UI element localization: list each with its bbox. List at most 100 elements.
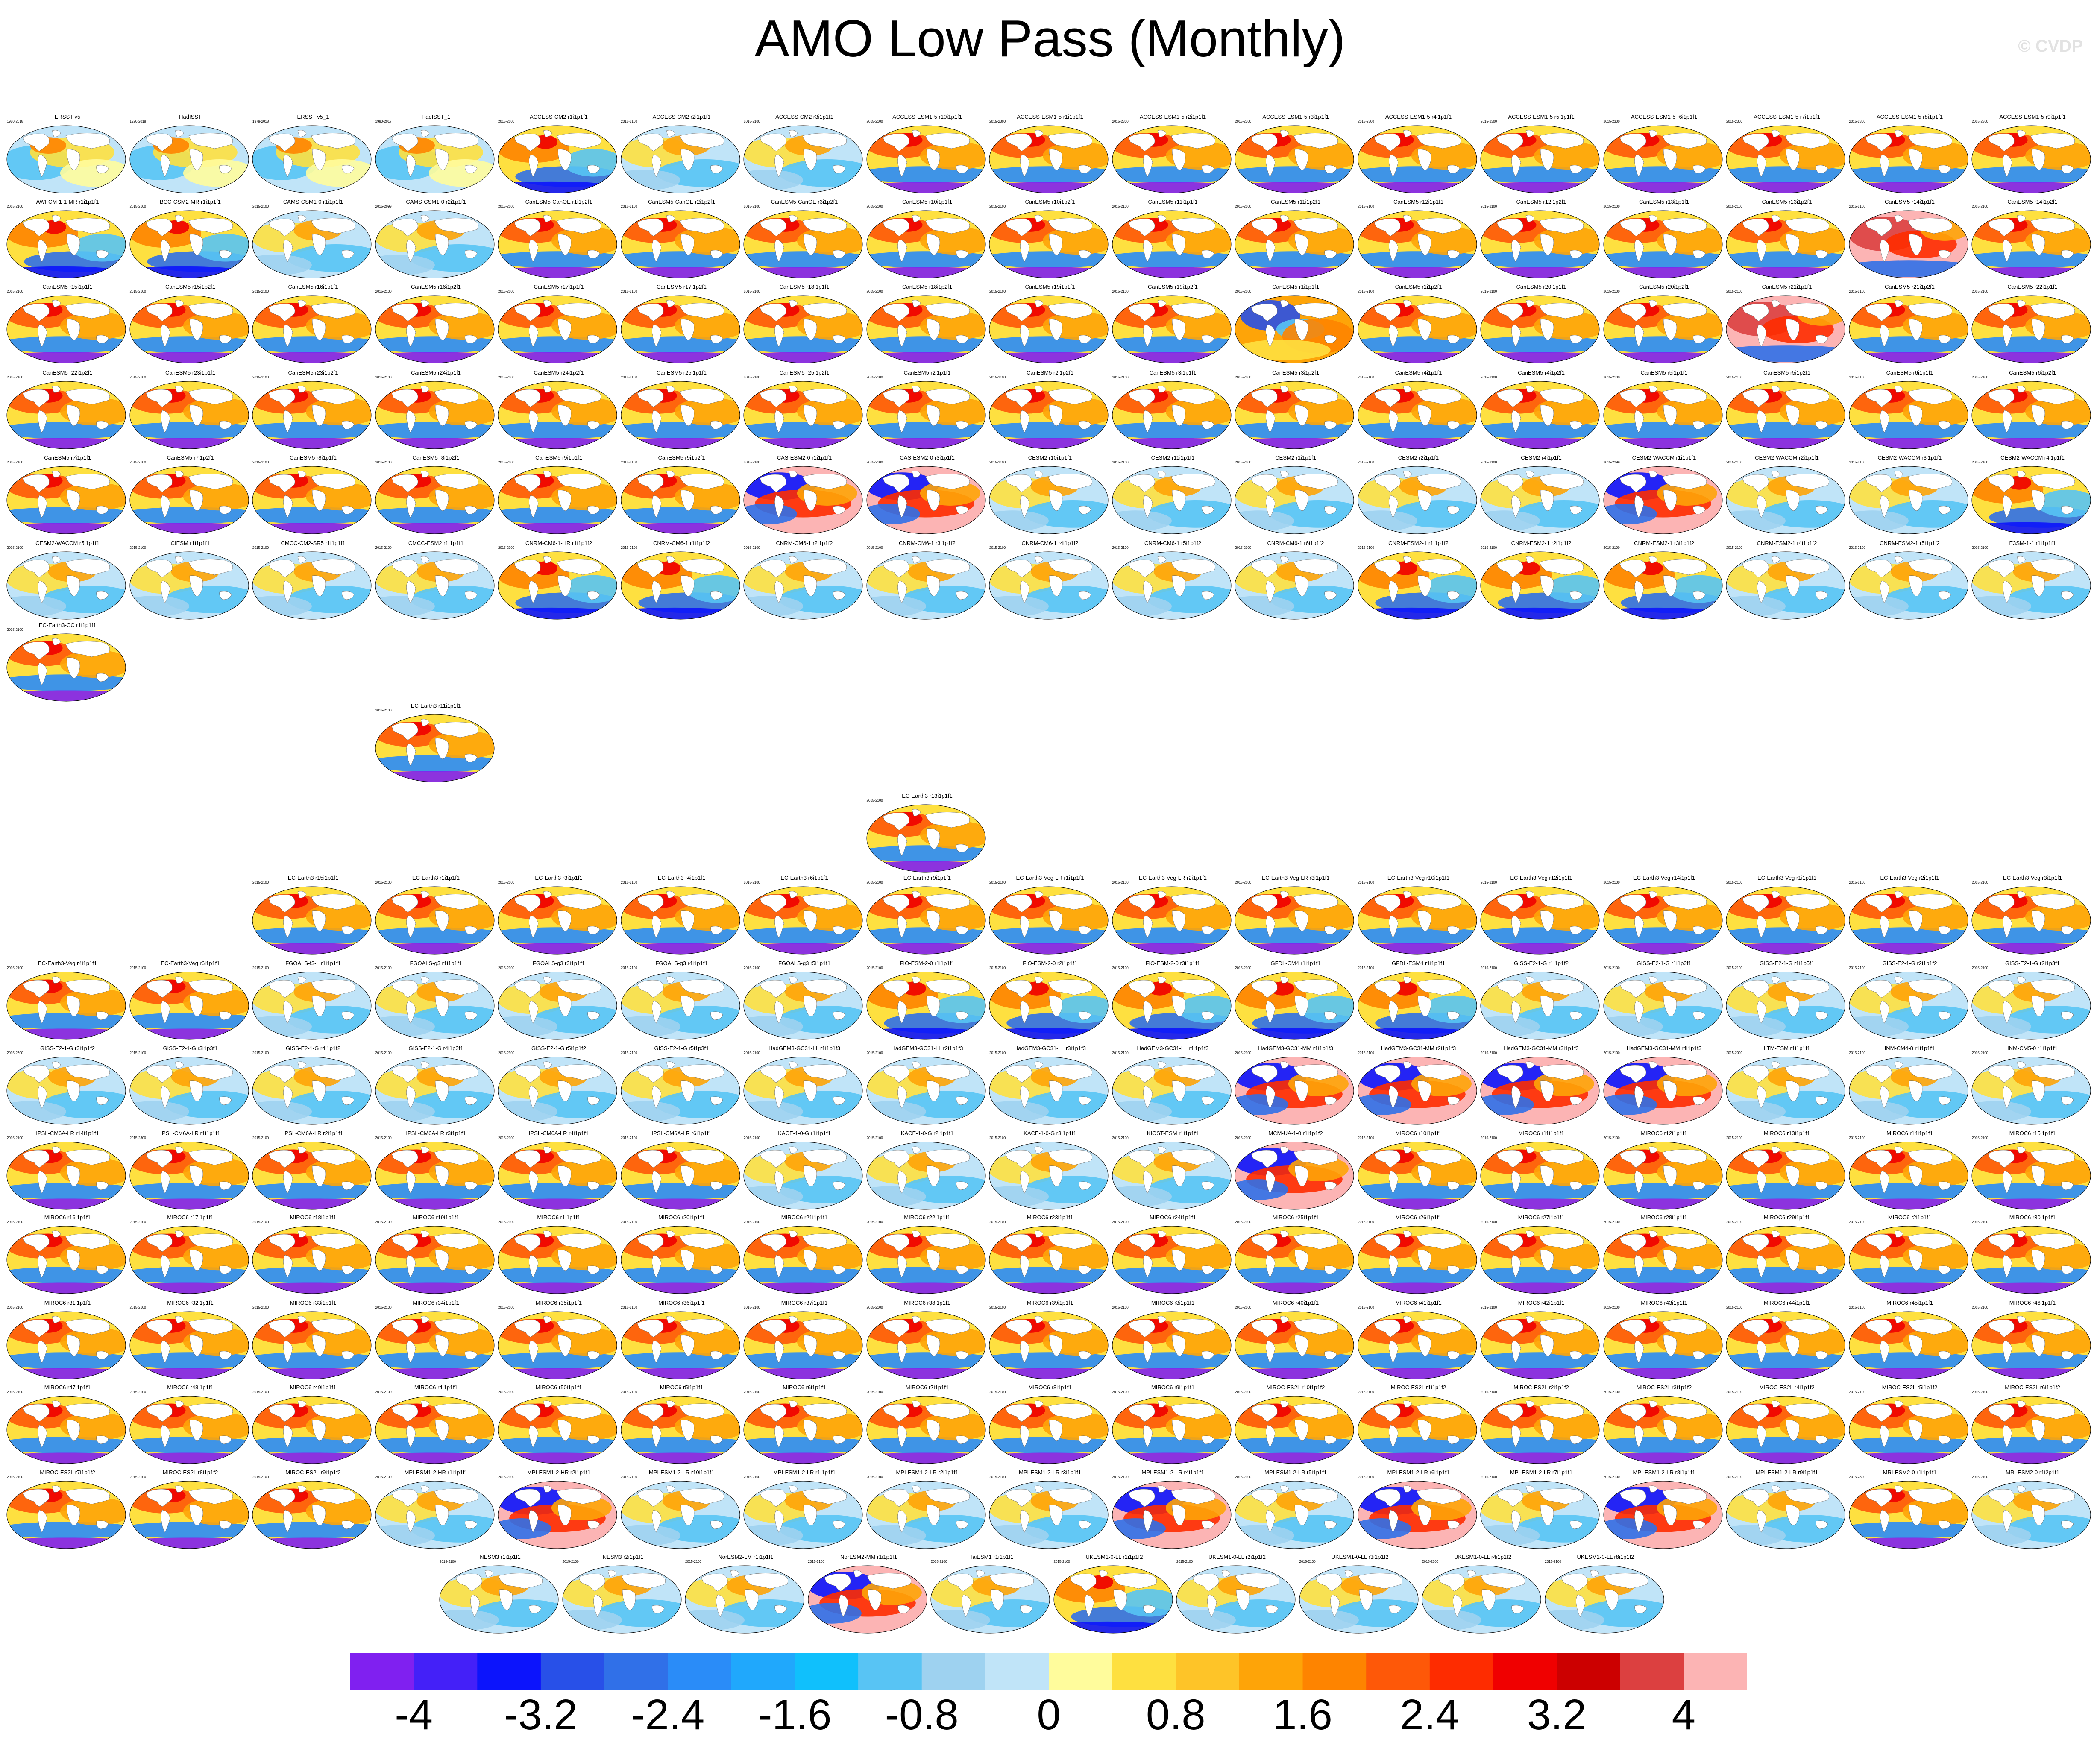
map-panel-title: MIROC6 r13i1p1f1 (1763, 1130, 1810, 1136)
map-panel-title: HadGEM3-GC31-MM r3i1p1f3 (1504, 1045, 1579, 1051)
map-panel: UKESM1-0-LL r3i1p1f2 2015-2100 (1299, 1554, 1422, 1635)
map-panel: CanESM5 r21i1p2f1 2015-2100 (1848, 284, 1971, 365)
colorbar-box (477, 1653, 541, 1690)
map-panel-title: CanESM5-CanOE r2i1p2f1 (648, 199, 715, 205)
map-panel-title: MPI-ESM1-2-LR r10i1p1f1 (648, 1469, 715, 1476)
map-panel-years: 2015-2099 (1726, 1051, 1743, 1055)
map-panel: EC-Earth3-Veg r10i1p1f1 2015-2100 (1357, 875, 1480, 956)
map-panel-years: 2015-2100 (1112, 881, 1129, 884)
map-panel-years: 2015-2100 (744, 1390, 760, 1394)
map-panel-title: GISS-E2-1-G r1i1p3f1 (1637, 960, 1692, 966)
map-panel: MIROC-ES2L r4i1p1f2 2015-2100 (1725, 1384, 1848, 1465)
map-panel-years: 2015-2300 (1235, 120, 1252, 123)
map-panel-years: 2015-2100 (1358, 966, 1374, 970)
map-panel: CanESM5 r5i1p2f1 2015-2100 (1725, 369, 1848, 451)
sst-regression-map (1849, 1142, 1968, 1210)
map-panel-years: 2015-2100 (375, 460, 392, 464)
map-panel-years: 2015-2100 (866, 1390, 883, 1394)
map-panel-title: FIO-ESM-2-0 r3i1p1f1 (1145, 960, 1200, 966)
map-panel-title: CanESM5 r8i1p1f1 (290, 454, 337, 461)
map-panel-title: MPI-ESM1-2-LR r5i1p1f1 (1264, 1469, 1327, 1476)
map-panel: CanESM5 r19i1p2f1 2015-2100 (1112, 284, 1235, 365)
map-panel: ERSST v5_1 1979-2018 (252, 114, 375, 195)
map-panel: IPSL-CM6A-LR r4i1p1f1 2015-2100 (497, 1130, 620, 1211)
map-panel-years: 2015-2100 (498, 120, 515, 123)
map-panel: ACCESS-ESM1-5 r4i1p1f1 2015-2300 (1357, 114, 1480, 195)
map-panel: IITM-ESM r1i1p1f1 2015-2099 (1725, 1045, 1848, 1126)
sst-regression-map (1849, 1396, 1968, 1464)
map-panel-title: NESM3 r1i1p1f1 (480, 1554, 521, 1560)
map-panel-years: 2015-2100 (129, 375, 146, 379)
map-panel-years: 2015-2100 (1603, 205, 1620, 208)
map-panel-title: ACCESS-ESM1-5 r5i1p1f1 (1508, 114, 1575, 120)
map-panel: CanESM5 r2i1p2f1 2015-2100 (988, 369, 1112, 451)
sst-regression-map (498, 125, 617, 193)
sst-regression-map (989, 381, 1109, 449)
sst-regression-map (743, 551, 863, 620)
colorbar-box (858, 1653, 922, 1690)
map-panel: GISS-E2-1-G r1i1p1f2 2015-2100 (1480, 960, 1603, 1041)
map-panel-title: CESM2-WACCM r4i1p1f1 (2000, 454, 2065, 461)
sst-regression-map (129, 466, 249, 534)
map-panel-title: MIROC6 r43i1p1f1 (1641, 1300, 1687, 1306)
map-panel-title: EC-Earth3-Veg r3i1p1f1 (2003, 875, 2062, 881)
sst-regression-map (6, 1311, 126, 1379)
map-panel: CNRM-ESM2-1 r3i1p1f2 2015-2100 (1603, 540, 1726, 621)
map-panel-title: MIROC6 r42i1p1f1 (1518, 1300, 1565, 1306)
map-panel-title: CanESM5 r12i1p1f1 (1393, 199, 1444, 205)
map-panel-title: MIROC6 r27i1p1f1 (1518, 1214, 1565, 1221)
map-panel-title: ACCESS-ESM1-5 r3i1p1f1 (1262, 114, 1329, 120)
map-panel-title: BCC-CSM2-MR r1i1p1f1 (159, 199, 221, 205)
map-panel-title: MIROC6 r1i1p1f1 (537, 1214, 581, 1221)
map-panel: CanESM5 r6i1p1f1 2015-2100 (1848, 369, 1971, 451)
map-panel: MPI-ESM1-2-LR r2i1p1f1 2015-2100 (866, 1469, 989, 1550)
map-panel-title: MIROC6 r32i1p1f1 (167, 1300, 214, 1306)
map-panel: FIO-ESM-2-0 r2i1p1f1 2015-2100 (988, 960, 1112, 1041)
map-panel-title: MIROC-ES2L r7i1p1f2 (40, 1469, 95, 1476)
sst-regression-map (375, 381, 494, 449)
map-panel: FGOALS-f3-L r1i1p1f1 2015-2100 (252, 960, 375, 1041)
map-panel-years: 2015-2100 (1112, 375, 1129, 379)
map-panel-years: 2015-2100 (866, 1220, 883, 1224)
map-panel-title: CanESM5 r21i1p1f1 (1762, 284, 1812, 290)
sst-regression-map (1726, 1396, 1845, 1464)
sst-regression-map (1112, 1396, 1231, 1464)
map-panel-years: 2015-2100 (866, 120, 883, 123)
sst-regression-map (930, 1565, 1050, 1634)
sst-regression-map (6, 1057, 126, 1125)
map-panel-years: 2015-2100 (1849, 881, 1865, 884)
map-panel-title: HadGEM3-GC31-LL r3i1p1f3 (1014, 1045, 1086, 1051)
map-panel-years: 2015-2100 (621, 1051, 637, 1055)
map-panel: NorESM2-LM r1i1p1f1 2015-2100 (684, 1554, 807, 1635)
map-panel-years: 2015-2100 (621, 460, 637, 464)
sst-regression-map (129, 1226, 249, 1294)
map-panel: CAS-ESM2-0 r1i1p1f1 2015-2100 (743, 454, 866, 536)
map-panel-years: 2015-2300 (1603, 120, 1620, 123)
map-panel: CNRM-CM6-1 r4i1p1f2 2015-2100 (988, 540, 1112, 621)
map-panel-years: 2015-2100 (1603, 1220, 1620, 1224)
sst-regression-map (1726, 125, 1845, 193)
map-panel-title: CanESM5 r19i1p1f1 (1025, 284, 1075, 290)
map-panel-title: MIROC6 r9i1p1f1 (1151, 1384, 1195, 1391)
map-panel-years: 2015-2100 (1481, 290, 1497, 293)
sst-regression-map (743, 1226, 863, 1294)
map-panel-years: 2015-2100 (1235, 881, 1252, 884)
map-panel: MIROC6 r33i1p1f1 2015-2100 (252, 1300, 375, 1381)
map-panel-years: 2015-2300 (1849, 1475, 1865, 1479)
sst-regression-map (6, 125, 126, 193)
map-panel: MPI-ESM1-2-HR r2i1p1f1 2015-2100 (497, 1469, 620, 1550)
map-panel-title: MIROC-ES2L r3i1p1f2 (1636, 1384, 1692, 1391)
map-panel-title: MIROC6 r37i1p1f1 (781, 1300, 828, 1306)
map-panel-years: 2015-2100 (375, 375, 392, 379)
sst-regression-map (1235, 1226, 1354, 1294)
map-panel: NESM3 r2i1p1f1 2015-2100 (562, 1554, 685, 1635)
map-panel-title: MIROC6 r44i1p1f1 (1763, 1300, 1810, 1306)
map-panel-title: EC-Earth3-Veg r2i1p1f1 (1880, 875, 1939, 881)
map-panel-title: CanESM5 r4i1p2f1 (1518, 369, 1565, 376)
map-panel-years: 2015-2100 (989, 290, 1006, 293)
sst-regression-map (1971, 210, 2091, 278)
sst-regression-map (6, 210, 126, 278)
sst-regression-map (498, 295, 617, 363)
sst-regression-map (989, 125, 1109, 193)
map-panel-years: 2015-2100 (1603, 290, 1620, 293)
